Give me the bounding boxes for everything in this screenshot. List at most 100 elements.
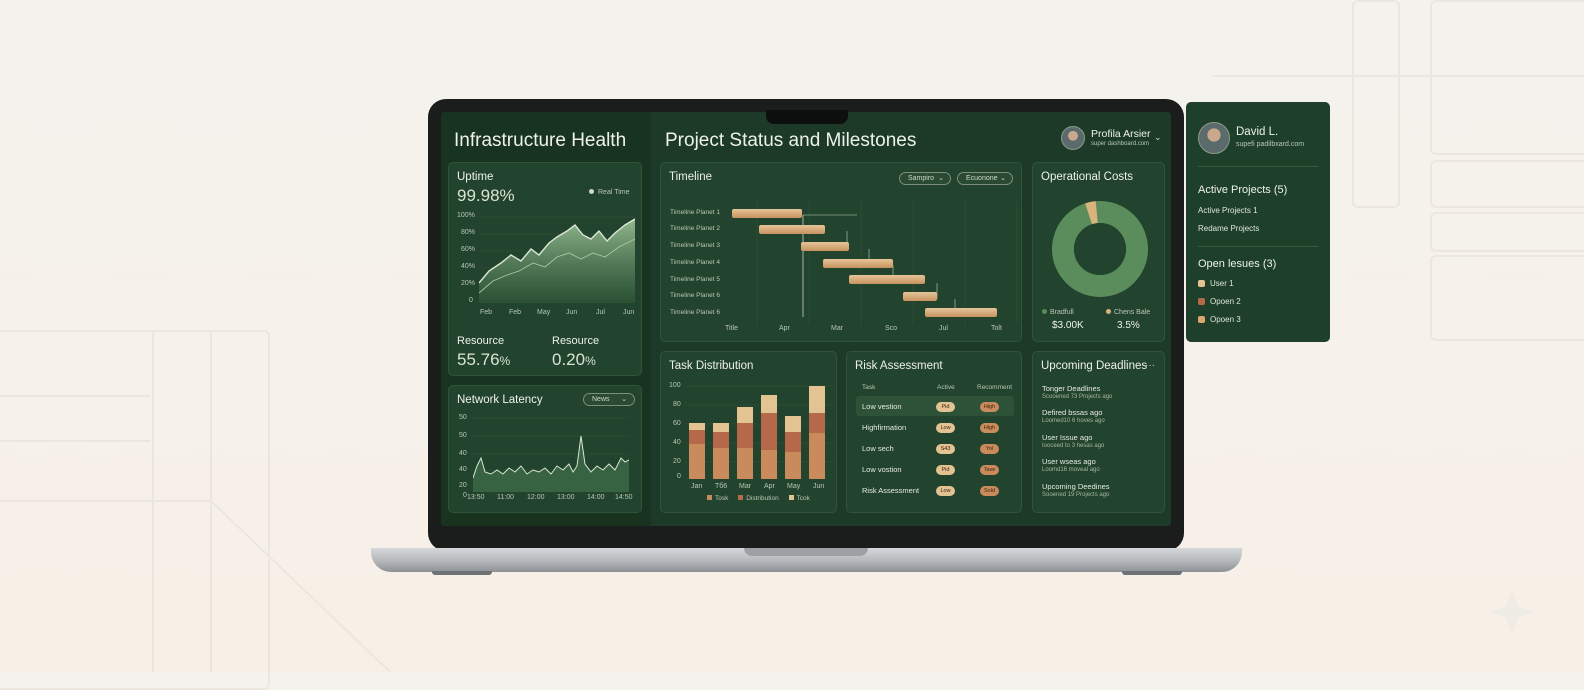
y-tick: 0: [463, 492, 467, 499]
issue-dot-icon: [1198, 316, 1205, 323]
task-legend: Tosk Distribution Tcok: [707, 495, 810, 502]
resource-value: 0.20%: [552, 350, 596, 370]
risk-active-badge: Pid: [936, 402, 955, 412]
deadlines-title: Upcoming Deadlines: [1041, 360, 1148, 372]
costs-legend-2: Chens Bale: [1106, 309, 1150, 316]
costs-value-1: $3.00K: [1052, 320, 1084, 331]
avatar[interactable]: [1061, 126, 1085, 150]
x-tick: 14:00: [587, 494, 605, 501]
decor-panel: [1430, 212, 1584, 252]
deadline-sub: Scooened 73 Projects ago: [1042, 394, 1113, 400]
decor-panel: [1430, 255, 1584, 341]
deadline-title: User Issue ago: [1042, 433, 1093, 442]
timeline-card[interactable]: Timeline Sampiro ⌄ Ecuonone ⌄ Timeline Pla…: [660, 162, 1022, 342]
avatar[interactable]: [1198, 122, 1230, 154]
y-tick: 50: [459, 414, 467, 421]
risk-task: Low vostion: [862, 465, 902, 474]
side-link[interactable]: Redame Projects: [1198, 224, 1260, 233]
decor-panel: [1430, 0, 1584, 155]
risk-recommend-badge: Sold: [980, 486, 999, 496]
divider: [1198, 246, 1318, 247]
resource-unit: %: [585, 354, 596, 368]
sparkle-icon: [1490, 590, 1534, 634]
decor-diagonal: [209, 499, 1534, 672]
x-tick: Feb: [509, 309, 522, 316]
costs-value-2: 3.5%: [1117, 320, 1140, 331]
x-tick: Tб6: [715, 483, 728, 490]
operational-costs-card[interactable]: Operational Costs Bradfull $3.00K Chens …: [1032, 162, 1165, 342]
costs-title: Operational Costs: [1041, 171, 1134, 183]
y-tick: 40%: [461, 263, 476, 270]
legend-swatch: [788, 495, 794, 500]
issue-dot-icon: [1198, 298, 1205, 305]
more-options-icon[interactable]: ···: [1145, 360, 1155, 371]
chevron-down-icon[interactable]: ⌄: [1154, 132, 1162, 142]
uptime-legend-label: Real Time: [598, 189, 630, 196]
risk-recommend-badge: Yol: [980, 444, 999, 454]
timeline-filter-dropdown[interactable]: Sampiro ⌄: [899, 172, 951, 185]
upcoming-deadlines-card[interactable]: Upcoming Deadlines ··· Tonger Deadlines …: [1032, 351, 1165, 513]
risk-active-badge: S43: [936, 444, 955, 454]
risk-active-badge: Low: [936, 486, 955, 496]
x-tick: Apr: [764, 483, 775, 490]
timeline-row-label: Timeline Planet 2: [670, 225, 720, 232]
deadline-sub: Sooened 19 Projects ago: [1042, 492, 1110, 498]
y-tick: 20: [673, 458, 681, 465]
chevron-down-icon: ⌄: [621, 396, 627, 403]
decor-line: [0, 500, 210, 502]
risk-recommend-badge: High: [980, 423, 999, 433]
legend-dot-icon: [1042, 309, 1047, 314]
risk-col-header: Active: [937, 384, 955, 391]
legend-swatch: [707, 495, 712, 500]
legend-label: Distribution: [746, 495, 779, 502]
risk-assessment-card[interactable]: Risk Assessment Task Active Recomment Lo…: [846, 351, 1022, 513]
open-issues-heading[interactable]: Open lesues (3): [1198, 258, 1276, 270]
uptime-value: 99.98%: [457, 186, 515, 205]
task-bar-chart: [685, 385, 835, 479]
risk-task: Low sech: [862, 444, 894, 453]
y-tick: 80%: [461, 229, 476, 236]
x-tick: Jul: [596, 309, 605, 316]
uptime-legend: Real Time: [589, 189, 630, 196]
deadline-sub: Loomd16 moveal ago: [1042, 467, 1100, 473]
uptime-card[interactable]: Uptime 99.98% Real Time 100% 80% 60% 40%…: [448, 162, 642, 376]
deadline-title: Defired bssas ago: [1042, 408, 1103, 417]
timeline-row-label: Timeline Planet 4: [670, 259, 720, 266]
legend-swatch: [738, 495, 744, 500]
timeline-filter-dropdown[interactable]: Ecuonone ⌄: [957, 172, 1013, 185]
network-latency-card[interactable]: Network Latency News ⌄ 50 50 40 40 20 0 1…: [448, 385, 642, 513]
y-tick: 20: [459, 482, 467, 489]
resource-value: 55.76%: [457, 350, 510, 370]
latency-line-chart: [473, 417, 629, 492]
timeline-row-label: Timeline Planet 1: [670, 209, 720, 216]
task-distribution-title: Task Distribution: [669, 360, 754, 372]
issue-item[interactable]: User 1: [1210, 279, 1234, 288]
y-tick: 0: [469, 297, 473, 304]
network-latency-title: Network Latency: [457, 394, 543, 406]
deadline-sub: Loomed10 6 hoves ago: [1042, 418, 1105, 424]
issue-item[interactable]: Opoen 3: [1210, 315, 1241, 324]
x-tick: 11:00: [497, 494, 514, 501]
legend-label: Chens Bale: [1114, 309, 1151, 316]
side-link[interactable]: Active Projects 1: [1198, 206, 1258, 215]
resource-number: 55.76: [457, 350, 500, 369]
x-tick: May: [787, 483, 801, 490]
network-dropdown[interactable]: News ⌄: [583, 393, 635, 406]
risk-active-badge: Low: [936, 423, 955, 433]
laptop-foot: [432, 571, 492, 575]
legend-label: Bradfull: [1050, 309, 1074, 316]
active-projects-heading[interactable]: Active Projects (5): [1198, 184, 1287, 196]
y-tick: 0: [677, 473, 681, 480]
profile-name[interactable]: Profila Arsier: [1091, 128, 1151, 140]
x-tick: Jan: [691, 483, 703, 490]
user-name: David L.: [1236, 126, 1279, 138]
issue-item[interactable]: Opoen 2: [1210, 297, 1241, 306]
y-tick: 100: [669, 382, 681, 389]
task-distribution-card[interactable]: Task Distribution 100 80 60 40 20 0 Jan …: [660, 351, 837, 513]
open-issues-label: Open lesues: [1198, 258, 1260, 270]
x-tick: Title: [725, 325, 738, 332]
y-tick: 50: [459, 432, 467, 439]
infrastructure-title: Infrastructure Health: [454, 130, 627, 151]
issue-dot-icon: [1198, 280, 1205, 287]
divider: [1198, 166, 1318, 167]
